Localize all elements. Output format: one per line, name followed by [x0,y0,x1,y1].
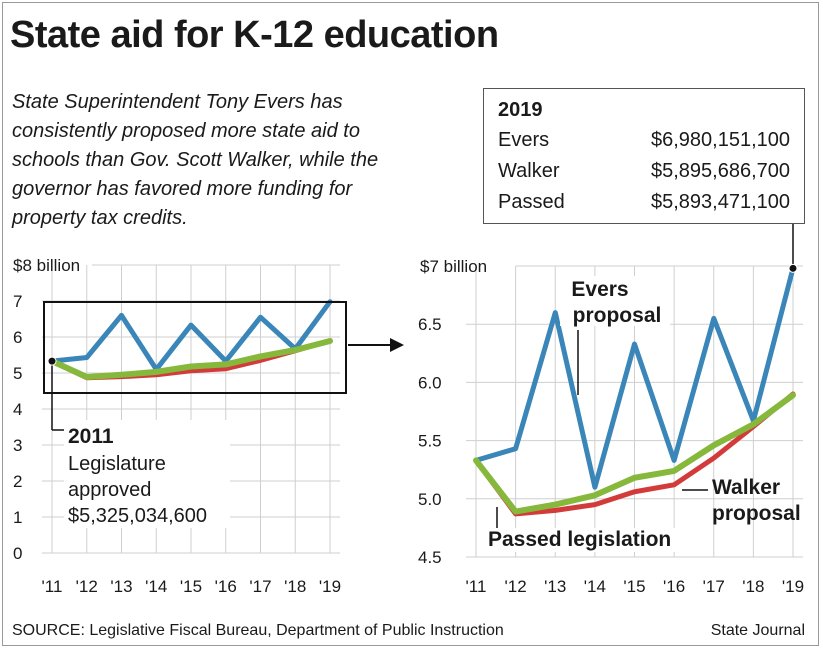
annotation-marker [47,356,57,366]
x-tick-label: '12 [505,577,527,596]
credit: State Journal [710,622,805,639]
y-tick-label: 6.0 [418,373,442,392]
x-tick-label: '11 [466,577,487,596]
info-label: Passed [498,191,565,213]
x-tick-label: '12 [76,577,98,596]
y-tick-label: 2 [13,472,22,491]
info-box-year: 2019 [498,99,543,121]
label-bg [560,276,670,326]
y-axis-top-label: $8 billion [13,256,80,275]
y-tick-label: 6 [13,328,22,347]
series-line-evers [473,265,796,490]
series-line-passed [473,392,796,515]
series-label-passed: Passed legislation [488,528,671,551]
y-axis-top-label: $7 billion [420,257,487,276]
x-tick-label: '14 [584,577,606,596]
annotation-marker [788,263,798,273]
zoom-arrow-head [390,338,404,352]
x-tick-label: '17 [249,577,271,596]
source-note: SOURCE: Legislative Fiscal Bureau, Depar… [12,622,504,639]
x-tick-label: '18 [742,577,764,596]
series-line-walker [473,391,796,517]
annotation-text: approved [68,479,151,501]
y-tick-label: 7 [13,292,22,311]
series-line-passed [49,338,333,380]
x-tick-label: '15 [180,577,202,596]
series-label-evers: Evers [571,278,628,301]
info-label: Evers [498,129,550,151]
x-tick-label: '19 [319,577,341,596]
info-value: $6,980,151,100 [650,129,790,151]
y-tick-label: 3 [13,436,22,455]
series-label-walker: Walker [712,476,780,499]
y-tick-label: 4.5 [418,548,442,567]
y-tick-label: 6.5 [418,315,442,334]
zoom-box [43,301,347,394]
info-row-walker: Walker $5,895,686,700 [498,156,790,187]
label-bg [486,528,682,552]
series-line-evers [49,299,333,372]
x-tick-label: '16 [663,577,685,596]
x-tick-label: '13 [544,577,566,596]
y-tick-label: 5.5 [418,432,442,451]
x-tick-label: '17 [703,577,725,596]
series-label-walker: proposal [712,502,801,525]
x-tick-label: '15 [623,577,645,596]
x-tick-label: '18 [284,577,306,596]
y-tick-label: 4 [13,400,22,419]
x-tick-label: '13 [110,577,132,596]
chart-subtitle: State Superintendent Tony Evers has cons… [12,91,379,229]
annotation-year: 2011 [68,425,114,448]
annotation-text: Legislature [68,453,166,475]
x-tick-label: '14 [145,577,167,596]
x-tick-label: '11 [42,577,63,596]
info-row-passed: Passed $5,893,471,100 [498,187,790,218]
info-row-evers: Evers $6,980,151,100 [498,125,790,156]
info-value: $5,893,471,100 [650,191,790,213]
x-tick-label: '19 [782,577,804,596]
info-value: $5,895,686,700 [650,160,790,182]
annotation-bg [64,420,230,528]
chart-title: State aid for K-12 education [10,14,499,56]
x-tick-label: '16 [215,577,237,596]
annotation-text: $5,325,034,600 [68,505,207,527]
y-tick-label: 5.0 [418,490,442,509]
info-label: Walker [498,160,560,182]
y-tick-label: 5 [13,364,22,383]
y-tick-label: 1 [13,508,22,527]
info-box-2019: 2019 Evers $6,980,151,100 Walker $5,895,… [483,88,805,224]
series-label-evers: proposal [573,304,662,327]
y-tick-label: 0 [13,544,22,563]
